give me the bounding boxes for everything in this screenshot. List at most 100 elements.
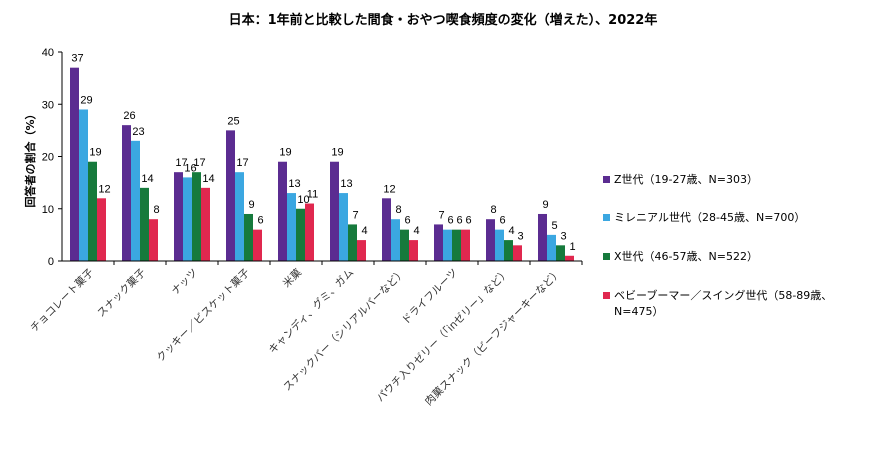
bar [434,224,443,261]
bar [452,229,461,261]
data-label: 29 [80,94,92,106]
data-label: 7 [438,209,444,221]
bar [443,229,452,261]
legend-label: X世代（46-57歳、N=522） [614,250,758,263]
bar [235,172,244,261]
bar [296,208,305,261]
y-axis-label: 回答者の割合（%） [23,108,37,207]
data-label: 23 [132,126,144,138]
data-label: 8 [490,204,496,216]
data-label: 6 [456,215,462,227]
data-label: 19 [89,147,101,159]
bar [183,177,192,261]
bar [504,240,513,261]
data-label: 37 [71,53,83,65]
data-label: 11 [307,189,318,201]
bar [461,229,470,261]
category-label: ナッツ [169,267,200,298]
legend-swatch [603,214,610,221]
bar [278,161,287,261]
legend-swatch [603,292,610,299]
category-label: チョコレート菓子 [28,267,96,335]
data-label: 14 [202,173,214,185]
data-label: 6 [404,215,410,227]
y-tick-label: 10 [42,204,54,216]
bar [79,109,88,261]
bar [70,67,79,261]
legend-label: ベビーブーマー／スイング世代（58-89歳、 N=475） [614,288,832,318]
category-label: クッキー／ビスケット菓子 [155,267,253,365]
y-axis: 0 10 20 30 40 [42,47,62,268]
bar [88,161,97,261]
data-label: 1 [569,241,575,253]
data-label: 10 [297,194,309,206]
bar [565,255,574,261]
data-label: 17 [193,157,205,169]
data-label: 4 [361,225,367,237]
bar [192,172,201,261]
data-label: 12 [98,183,110,195]
legend-label: ミレニアル世代（28-45歳、N=700） [614,211,805,224]
bar [226,130,235,261]
data-label: 5 [551,220,557,232]
data-label: 9 [542,199,548,211]
bar [547,234,556,261]
category-label: スナック菓子 [95,267,148,320]
category-label: 米菓 [280,266,304,290]
data-label: 8 [395,204,401,216]
bar [348,224,357,261]
data-label: 19 [331,147,343,159]
bar [253,229,262,261]
data-label: 8 [153,204,159,216]
bar [357,240,366,261]
bar [495,229,504,261]
data-label: 17 [175,157,187,169]
data-labels: 3729191226231481716171425179619131011191… [71,53,575,253]
bar [174,172,183,261]
bar [122,125,131,262]
data-label: 26 [123,110,135,122]
data-label: 19 [279,147,291,159]
bars [70,67,574,262]
legend-label: Z世代（19-27歳、N=303） [614,173,758,186]
bar [305,203,314,261]
bar [97,198,106,261]
data-label: 3 [517,230,523,242]
data-label: 6 [499,215,505,227]
bar [513,245,522,261]
data-label: 13 [340,178,352,190]
bar [538,213,547,261]
chart-title: 日本：1年前と比較した間食・おやつ喫食頻度の変化（増えた）、2022年 [229,12,658,28]
data-label: 3 [560,230,566,242]
bar [391,219,400,261]
bar [556,245,565,261]
data-label: 12 [383,183,395,195]
data-label: 25 [227,115,239,127]
y-tick-label: 0 [48,256,54,268]
data-label: 6 [257,215,263,227]
data-label: 9 [248,199,254,211]
data-label: 4 [413,225,419,237]
bar [382,198,391,261]
bar [486,219,495,261]
bar [140,187,149,261]
bar [409,240,418,261]
legend-swatch [603,253,610,260]
bar [330,161,339,261]
y-tick-label: 40 [42,47,54,59]
y-tick-label: 30 [42,99,54,111]
bar [339,193,348,261]
data-label: 16 [184,162,196,174]
data-label: 7 [352,209,358,221]
y-tick-label: 20 [42,152,54,164]
bar [244,213,253,261]
bar [201,187,210,261]
bar [287,193,296,261]
category-label: キャンディ、グミ、ガム [266,266,356,356]
data-label: 17 [236,157,248,169]
data-label: 6 [465,215,471,227]
bar [400,229,409,261]
bar [149,219,158,261]
data-label: 14 [141,173,153,185]
